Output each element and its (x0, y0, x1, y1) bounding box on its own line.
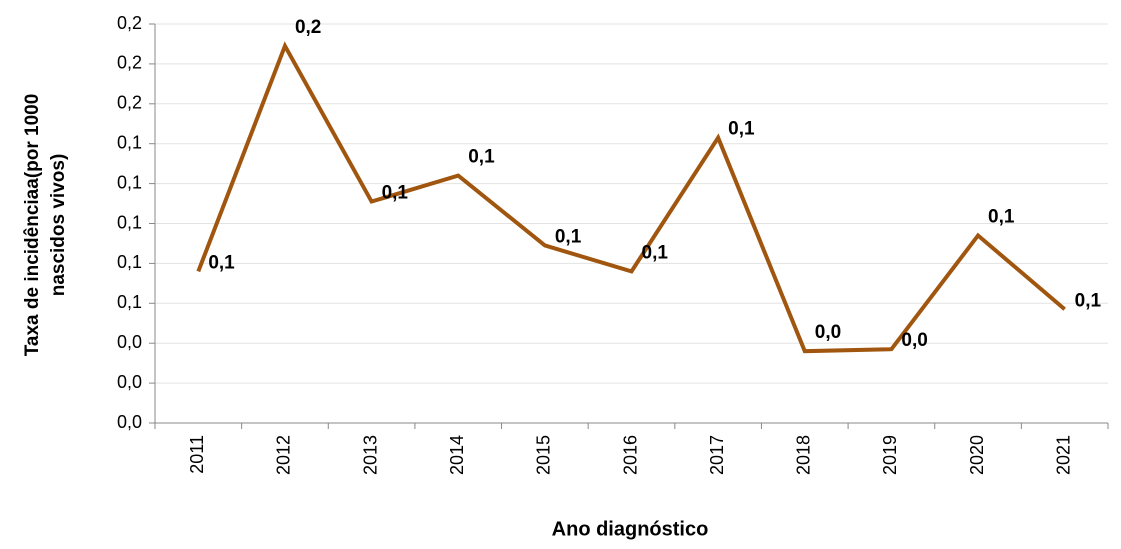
data-label: 0,1 (468, 147, 495, 168)
data-label: 0,0 (815, 322, 841, 343)
x-axis-label: Ano diagnóstico (552, 518, 709, 540)
y-tick-label: 0,2 (117, 53, 142, 73)
y-tick-label: 0,0 (117, 372, 142, 392)
x-tick-label: 2020 (967, 435, 987, 475)
y-axis-label: Taxa de incidênciaa(por 1000 (22, 94, 43, 357)
data-label: 0,1 (208, 252, 235, 273)
y-tick-label: 0,2 (117, 93, 142, 113)
y-tick-label: 0,0 (117, 332, 142, 352)
y-axis-label: nascidos vivos) (48, 154, 69, 297)
x-tick-label: 2014 (447, 435, 467, 475)
data-label: 0,1 (555, 226, 582, 247)
y-tick-label: 0,2 (117, 13, 142, 33)
data-label: 0,2 (295, 17, 321, 38)
line (196, 41, 1066, 354)
x-tick-label: 2016 (620, 435, 640, 475)
x-tick-label: 2017 (707, 435, 727, 475)
y-tick-label: 0,0 (117, 412, 142, 432)
x-tick-label: 2021 (1053, 435, 1073, 475)
data-label: 0,1 (728, 119, 755, 140)
data-label: 0,0 (901, 330, 927, 351)
y-tick-label: 0,1 (117, 132, 142, 152)
x-tick-label: 2019 (880, 435, 900, 475)
y-tick-label: 0,1 (117, 172, 142, 192)
data-label: 0,1 (382, 183, 409, 204)
data-label: 0,1 (988, 206, 1015, 227)
x-tick-label: 2018 (794, 435, 814, 475)
y-axis-label-group: Taxa de incidênciaa(por 1000 nascidos vi… (22, 94, 69, 357)
x-tick-label: 2013 (360, 435, 380, 475)
x-tick-label: 2015 (534, 435, 554, 475)
y-tick-label: 0,1 (117, 252, 142, 272)
data-label: 0,1 (642, 242, 669, 263)
x-tick-label: 2011 (187, 435, 207, 474)
y-tick-label: 0,1 (117, 212, 142, 232)
y-tick-label: 0,1 (117, 292, 142, 312)
x-tick-label: 2012 (274, 435, 294, 475)
data-label: 0,1 (1075, 290, 1102, 311)
